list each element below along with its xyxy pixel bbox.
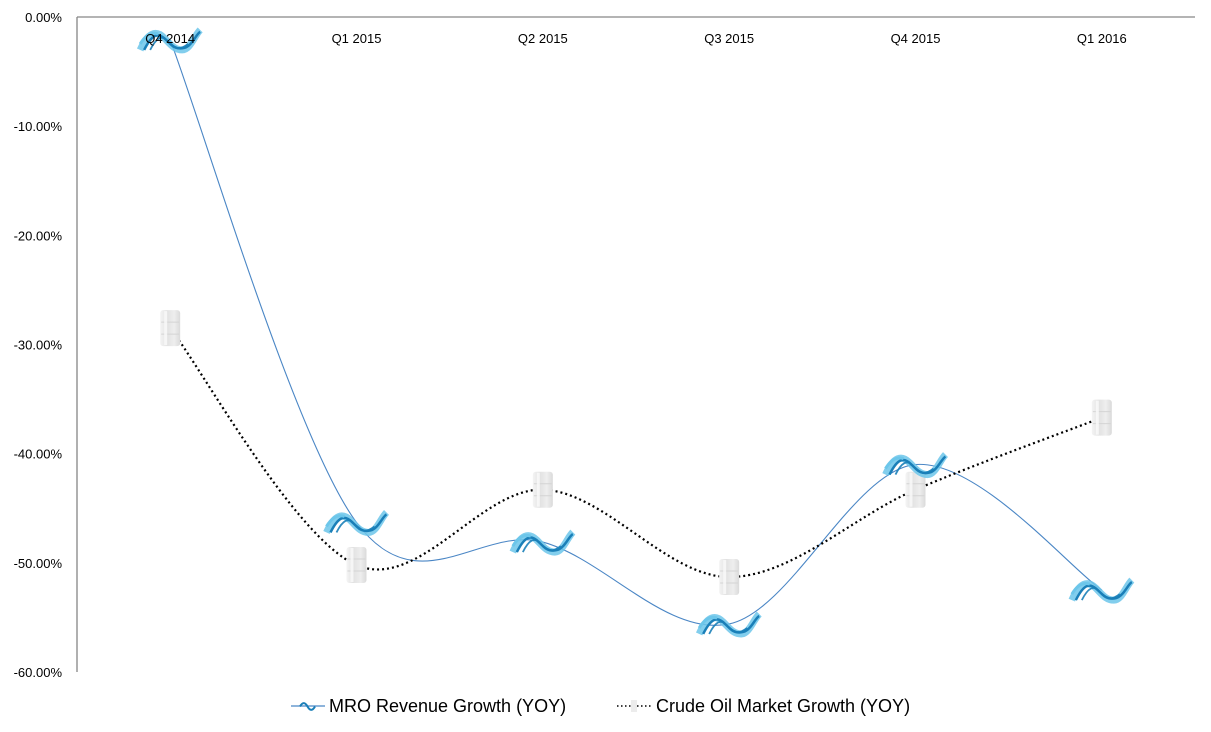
x-axis-labels-overlay: Q4 2014 Q1 2015 Q2 2015 Q3 2015 Q4 2015 Q1 20…: [145, 31, 1127, 46]
barrel-highlight: [723, 560, 727, 595]
series-markers: [136, 27, 1135, 638]
mro-wave-marker: [1068, 577, 1135, 604]
wave-band-dark: [522, 539, 562, 553]
legend-label-mro: MRO Revenue Growth (YOY): [329, 696, 566, 716]
wave-band-dark: [335, 519, 376, 533]
mro-wave-marker: [695, 611, 762, 638]
wave-band-dark: [1081, 587, 1121, 601]
oil-barrel-marker: [346, 547, 367, 584]
x-tick-label: Q1 2016: [1077, 31, 1127, 46]
mro-wave-marker: [882, 452, 949, 479]
legend-wave-icon: [299, 702, 316, 711]
barrel-body: [160, 310, 181, 347]
x-tick-label: Q4 2014: [145, 31, 195, 46]
barrel-body: [346, 547, 367, 584]
wave-band-light: [511, 533, 532, 547]
wave-band-light: [697, 615, 718, 629]
y-tick-label: -20.00%: [14, 228, 63, 243]
barrel-body: [719, 559, 740, 596]
series-line-mro: [169, 39, 1103, 626]
legend-label-crude-oil: Crude Oil Market Growth (YOY): [656, 696, 910, 716]
barrel-highlight: [350, 548, 354, 583]
x-tick-label: Q4 2015: [891, 31, 941, 46]
series-line-oil: [169, 327, 1103, 579]
wave-band-light: [884, 456, 904, 470]
mro-wave-marker: [136, 27, 203, 54]
oil-barrel-marker: [1091, 399, 1112, 436]
x-tick-label: Q1 2015: [332, 31, 382, 46]
wave-band-light: [138, 31, 159, 45]
wave-band-dark: [149, 36, 189, 51]
series-lines: [169, 39, 1103, 626]
oil-barrel-marker: [905, 471, 926, 508]
wave-band-light: [1070, 581, 1091, 595]
mro-wave-marker: [323, 509, 390, 536]
legend-barrel-icon: [631, 700, 637, 712]
wave-band-dark: [894, 461, 935, 475]
y-tick-label: -60.00%: [14, 665, 63, 680]
y-tick-label: -50.00%: [14, 556, 63, 571]
wave-band-light: [325, 514, 345, 528]
y-axis-labels: 0.00% -10.00% -20.00% -30.00% -40.00% -50.00%…: [14, 10, 63, 680]
y-tick-label: -30.00%: [14, 338, 63, 353]
x-tick-label: Q3 2015: [704, 31, 754, 46]
oil-barrel-marker: [719, 559, 740, 596]
y-tick-label: 0.00%: [25, 10, 62, 25]
legend-item-mro[interactable]: MRO Revenue Growth (YOY): [291, 696, 566, 716]
barrel-body: [532, 471, 553, 508]
x-tick-label: Q2 2015: [518, 31, 568, 46]
wave-band-dark: [708, 620, 748, 635]
barrel-highlight: [164, 311, 168, 346]
barrel-body: [1091, 399, 1112, 436]
barrel-highlight: [909, 472, 913, 507]
legend-item-crude-oil[interactable]: Crude Oil Market Growth (YOY): [617, 696, 910, 716]
oil-barrel-marker: [160, 310, 181, 347]
oil-barrel-marker: [532, 471, 553, 508]
mro-wave-marker: [509, 529, 576, 556]
y-tick-label: -40.00%: [14, 447, 63, 462]
barrel-highlight: [1095, 400, 1099, 435]
y-tick-label: -10.00%: [14, 119, 63, 134]
legend: MRO Revenue Growth (YOY) Crude Oil Marke…: [291, 696, 910, 716]
barrel-highlight: [536, 472, 540, 507]
